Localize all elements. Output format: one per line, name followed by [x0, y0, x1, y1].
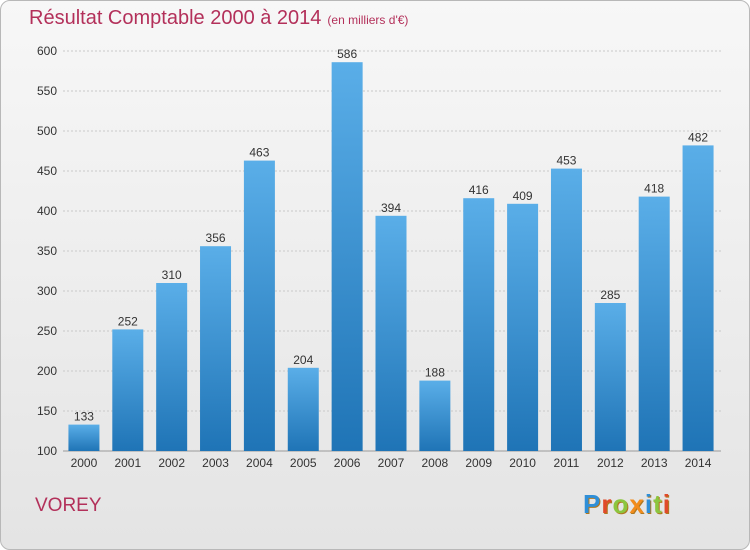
logo-letter: i: [644, 489, 654, 519]
x-tick-label-2010: 2010: [509, 456, 536, 470]
bars: [68, 62, 714, 451]
proxiti-logo[interactable]: Proxiti: [583, 489, 671, 520]
bar-2009: [463, 198, 495, 451]
x-tick-label-2002: 2002: [158, 456, 185, 470]
commune-name: VOREY: [35, 495, 102, 516]
value-label-2005: 204: [293, 353, 313, 367]
x-tick-label-2008: 2008: [422, 456, 449, 470]
bar-2002: [156, 283, 188, 451]
value-label-2013: 418: [644, 182, 664, 196]
y-tick-label: 600: [37, 44, 57, 58]
y-tick-label: 150: [37, 404, 57, 418]
value-label-2008: 188: [425, 366, 445, 380]
bar-2004: [243, 160, 275, 451]
value-label-2000: 133: [74, 410, 94, 424]
logo-letter: P: [583, 489, 602, 519]
value-label-2004: 463: [249, 146, 269, 160]
bar-2011: [550, 168, 582, 451]
x-tick-label-2013: 2013: [641, 456, 668, 470]
x-tick-label-2006: 2006: [334, 456, 361, 470]
bar-2007: [375, 215, 407, 451]
x-tick-label-2011: 2011: [554, 456, 580, 470]
y-tick-label: 300: [37, 284, 57, 298]
x-axis-ticks: 2000 2001 2002 2003 2004 2005 2006 2007 2008 2009…: [71, 456, 712, 470]
y-tick-label: 400: [37, 204, 57, 218]
bar-2000: [68, 424, 100, 451]
y-tick-label: 550: [37, 84, 57, 98]
chart-subtitle: (en milliers d'€): [327, 13, 409, 27]
x-tick-label-2007: 2007: [378, 456, 405, 470]
y-tick-label: 350: [37, 244, 57, 258]
x-tick-label-2003: 2003: [202, 456, 229, 470]
value-labels: 133 252 310 356 463 204 586 394 188 416 409 453 285 4…: [74, 47, 708, 423]
chart-title: Résultat Comptable 2000 à 2014 (en millie…: [29, 7, 408, 30]
y-axis-ticks: 100 150 200 250 300 350 400 450 500 550 600: [37, 44, 57, 458]
logo-letter: t: [653, 489, 663, 519]
y-tick-label: 250: [37, 324, 57, 338]
bar-2005: [287, 367, 319, 451]
bar-2001: [112, 329, 144, 451]
value-label-2007: 394: [381, 201, 401, 215]
x-tick-label-2014: 2014: [685, 456, 712, 470]
bar-2013: [638, 196, 670, 451]
logo-letter: x: [629, 489, 645, 519]
logo-letter: i: [662, 489, 671, 519]
x-tick-label-2012: 2012: [597, 456, 624, 470]
bar-2003: [200, 246, 232, 451]
y-tick-label: 100: [37, 444, 57, 458]
value-label-2002: 310: [162, 268, 182, 282]
bar-2008: [419, 380, 451, 451]
value-label-2006: 586: [337, 47, 357, 61]
x-tick-label-2005: 2005: [290, 456, 317, 470]
x-tick-label-2004: 2004: [246, 456, 273, 470]
x-tick-label-2001: 2001: [114, 456, 141, 470]
bar-2012: [594, 303, 626, 451]
value-label-2009: 416: [469, 183, 489, 197]
y-tick-label: 200: [37, 364, 57, 378]
bar-2006: [331, 62, 363, 451]
value-label-2014: 482: [688, 130, 708, 144]
value-label-2001: 252: [118, 314, 138, 328]
x-tick-label-2009: 2009: [465, 456, 492, 470]
value-label-2003: 356: [206, 231, 226, 245]
value-label-2010: 409: [513, 189, 533, 203]
chart-title-text: Résultat Comptable 2000 à 2014: [29, 7, 322, 29]
value-label-2012: 285: [600, 288, 620, 302]
bar-2010: [507, 203, 539, 451]
y-tick-label: 500: [37, 124, 57, 138]
value-label-2011: 453: [556, 154, 576, 168]
logo-letter: o: [612, 489, 630, 519]
bar-2014: [682, 145, 714, 451]
x-tick-label-2000: 2000: [71, 456, 98, 470]
logo-letter: r: [601, 489, 613, 519]
y-tick-label: 450: [37, 164, 57, 178]
